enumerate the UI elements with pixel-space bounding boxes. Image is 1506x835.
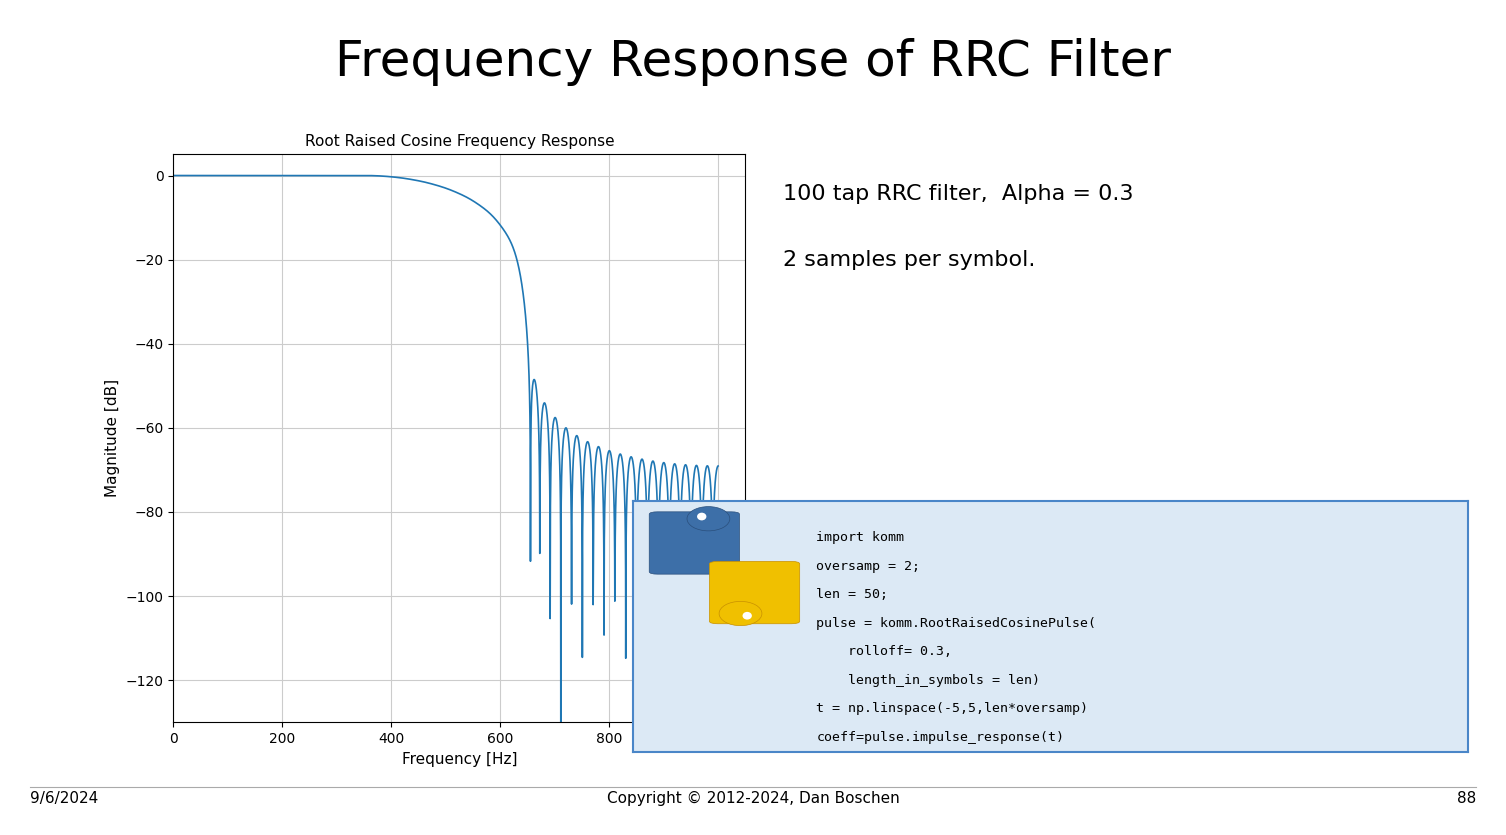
Text: 9/6/2024: 9/6/2024	[30, 791, 98, 806]
Text: import komm: import komm	[816, 531, 905, 544]
Text: 88: 88	[1456, 791, 1476, 806]
Text: coeff=pulse.impulse_response(t): coeff=pulse.impulse_response(t)	[816, 731, 1065, 744]
Text: length_in_symbols = len): length_in_symbols = len)	[816, 674, 1041, 687]
Ellipse shape	[718, 601, 762, 625]
Text: Frequency Response of RRC Filter: Frequency Response of RRC Filter	[334, 38, 1172, 85]
Title: Root Raised Cosine Frequency Response: Root Raised Cosine Frequency Response	[304, 134, 614, 149]
X-axis label: Frequency [Hz]: Frequency [Hz]	[402, 752, 517, 767]
Ellipse shape	[687, 507, 730, 531]
Text: 100 tap RRC filter,  Alpha = 0.3: 100 tap RRC filter, Alpha = 0.3	[783, 184, 1134, 204]
Text: rolloff= 0.3,: rolloff= 0.3,	[816, 645, 952, 658]
FancyBboxPatch shape	[709, 561, 800, 624]
Ellipse shape	[742, 612, 751, 620]
Text: t = np.linspace(-5,5,len*oversamp): t = np.linspace(-5,5,len*oversamp)	[816, 702, 1089, 716]
Y-axis label: Magnitude [dB]: Magnitude [dB]	[105, 379, 120, 498]
FancyBboxPatch shape	[649, 512, 739, 574]
Text: pulse = komm.RootRaisedCosinePulse(: pulse = komm.RootRaisedCosinePulse(	[816, 617, 1096, 630]
Text: len = 50;: len = 50;	[816, 588, 889, 601]
Ellipse shape	[697, 513, 706, 520]
Text: 2 samples per symbol.: 2 samples per symbol.	[783, 250, 1036, 271]
Text: Copyright © 2012-2024, Dan Boschen: Copyright © 2012-2024, Dan Boschen	[607, 791, 899, 806]
Text: oversamp = 2;: oversamp = 2;	[816, 559, 920, 573]
